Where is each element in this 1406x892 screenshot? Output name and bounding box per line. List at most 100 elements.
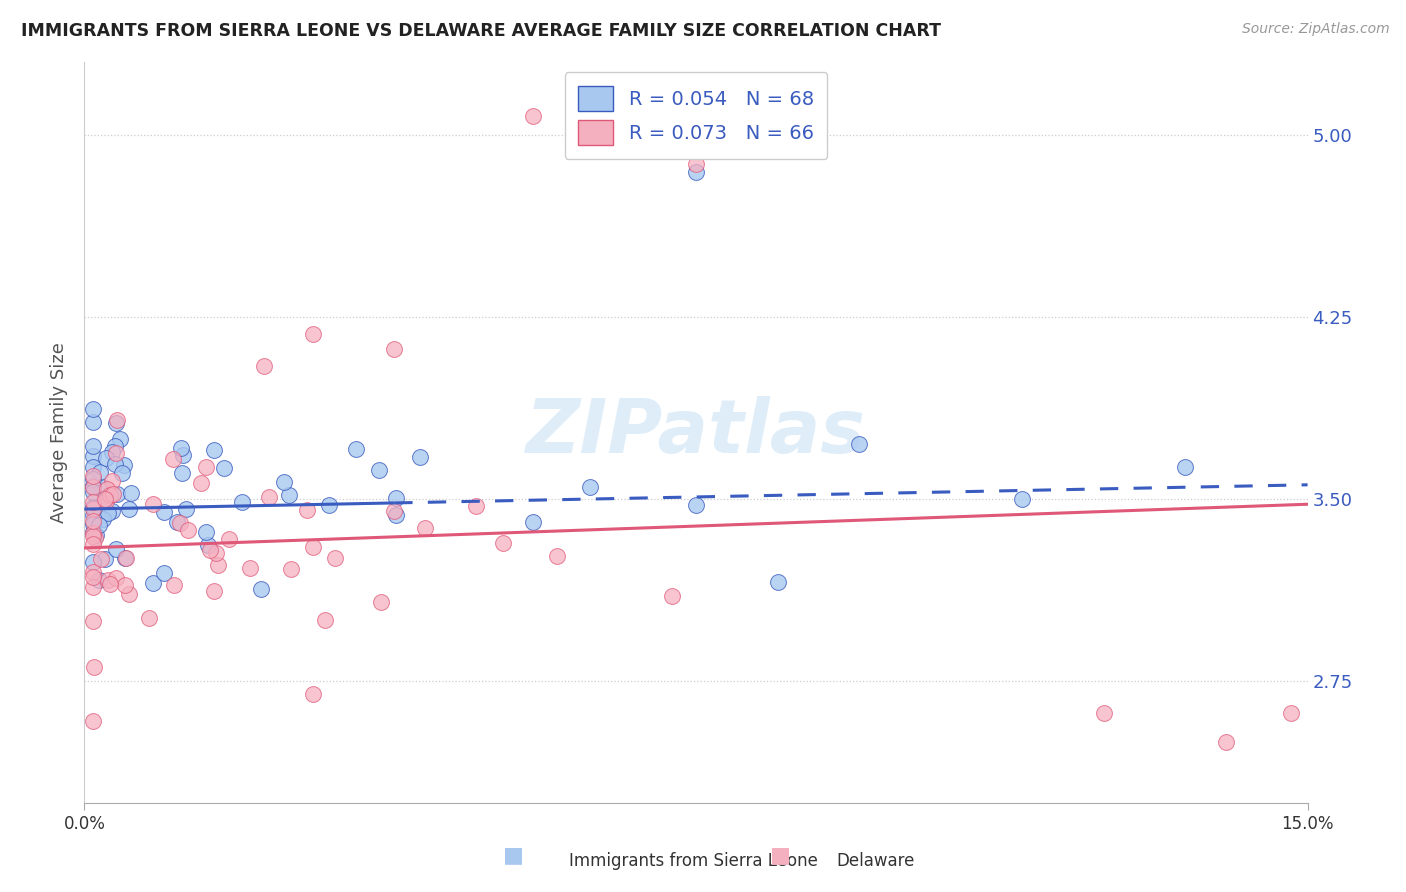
Text: ■: ■ <box>503 846 523 865</box>
Point <box>104 417 127 431</box>
Point <box>104 439 127 453</box>
Point <box>97 506 120 520</box>
Point <box>82 500 104 514</box>
Point <box>153 566 176 580</box>
Point <box>176 502 198 516</box>
Point <box>195 524 218 539</box>
Point <box>1092 706 1115 720</box>
Point <box>101 445 124 459</box>
Point <box>162 452 184 467</box>
Point <box>1011 491 1033 506</box>
Point <box>382 503 405 517</box>
Point <box>101 503 124 517</box>
Point <box>218 532 240 546</box>
Point <box>96 483 118 497</box>
Point <box>104 457 127 471</box>
Point <box>105 413 128 427</box>
Point <box>118 587 141 601</box>
Point <box>170 467 193 481</box>
Point <box>117 502 139 516</box>
Point <box>202 584 225 599</box>
Point <box>82 526 104 541</box>
Point <box>1279 706 1302 720</box>
Point <box>82 525 104 540</box>
Point <box>82 515 104 529</box>
Point <box>94 492 117 507</box>
Point <box>273 475 295 489</box>
Point <box>82 479 104 493</box>
Point <box>301 327 323 342</box>
Point <box>239 561 262 575</box>
Point <box>114 551 136 566</box>
Text: IMMIGRANTS FROM SIERRA LEONE VS DELAWARE AVERAGE FAMILY SIZE CORRELATION CHART: IMMIGRANTS FROM SIERRA LEONE VS DELAWARE… <box>21 22 941 40</box>
Point <box>685 157 707 171</box>
Point <box>522 516 544 530</box>
Point <box>104 542 127 557</box>
Point <box>82 570 104 584</box>
Point <box>190 476 212 491</box>
Point <box>413 521 436 535</box>
Point <box>172 448 194 462</box>
Point <box>89 518 111 533</box>
Point <box>82 460 104 475</box>
Text: Delaware: Delaware <box>837 852 915 870</box>
Point <box>82 472 104 486</box>
Point <box>685 498 707 512</box>
Point <box>82 580 104 594</box>
Point <box>101 486 124 500</box>
Point <box>104 446 127 460</box>
Point <box>204 546 226 560</box>
Point <box>114 578 136 592</box>
Point <box>301 687 323 701</box>
Point <box>104 571 127 585</box>
Point <box>661 589 683 603</box>
Y-axis label: Average Family Size: Average Family Size <box>49 343 67 523</box>
Point <box>194 459 217 474</box>
Point <box>82 449 104 463</box>
Point <box>82 528 104 542</box>
Point <box>100 577 122 591</box>
Point <box>91 480 114 494</box>
Point <box>94 451 117 466</box>
Point <box>87 574 110 588</box>
Legend: R = 0.054   N = 68, R = 0.073   N = 66: R = 0.054 N = 68, R = 0.073 N = 66 <box>565 72 827 159</box>
Point <box>848 436 870 450</box>
Point <box>82 468 104 483</box>
Point <box>83 660 105 674</box>
Point <box>82 494 104 508</box>
Point <box>231 494 253 508</box>
Point <box>138 611 160 625</box>
Point <box>83 500 105 515</box>
Point <box>162 577 184 591</box>
Text: ■: ■ <box>770 846 790 865</box>
Point <box>200 543 222 558</box>
Point <box>253 359 276 373</box>
Point <box>105 487 128 501</box>
Point <box>295 503 318 517</box>
Point <box>142 575 165 590</box>
Point <box>344 442 367 457</box>
Point <box>1215 735 1237 749</box>
Point <box>82 614 104 628</box>
Point <box>207 558 229 573</box>
Point <box>177 523 200 537</box>
Point <box>385 491 408 506</box>
Point <box>93 552 115 566</box>
Point <box>153 506 176 520</box>
Point <box>318 498 340 512</box>
Point <box>114 550 136 565</box>
Point <box>82 484 104 499</box>
Point <box>278 488 301 502</box>
Point <box>250 582 273 596</box>
Point <box>166 515 188 529</box>
Point <box>90 551 112 566</box>
Point <box>82 480 104 494</box>
Text: ZIPatlas: ZIPatlas <box>526 396 866 469</box>
Point <box>314 613 336 627</box>
Text: Source: ZipAtlas.com: Source: ZipAtlas.com <box>1241 22 1389 37</box>
Point <box>579 480 602 494</box>
Point <box>368 462 391 476</box>
Point <box>82 517 104 532</box>
Point <box>82 479 104 493</box>
Point <box>142 497 165 511</box>
